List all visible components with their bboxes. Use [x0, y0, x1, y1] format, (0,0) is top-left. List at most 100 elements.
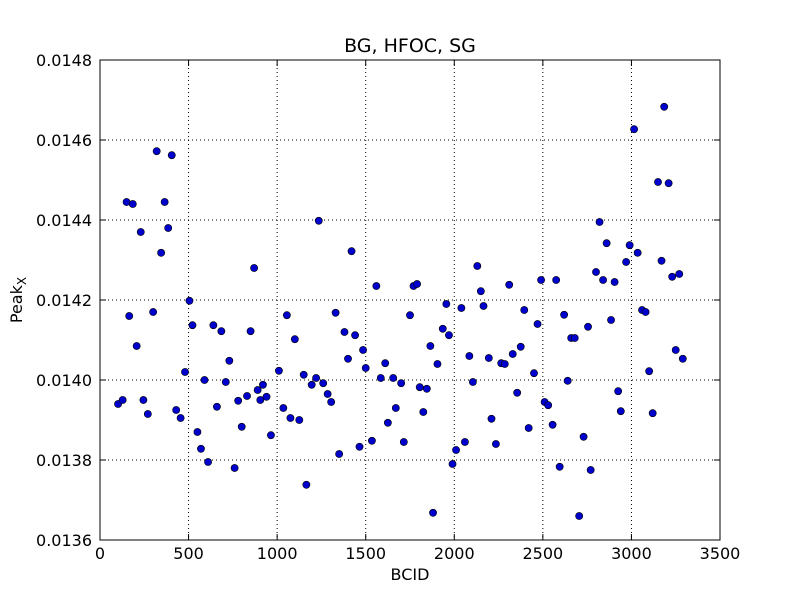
point-marker	[389, 374, 398, 382]
x-tick-label: 0	[95, 544, 105, 563]
data-point	[200, 376, 209, 384]
point-marker	[399, 438, 408, 446]
point-marker	[209, 321, 218, 330]
data-point	[314, 216, 323, 225]
data-point	[433, 360, 442, 368]
point-marker	[188, 321, 197, 330]
data-point	[275, 366, 283, 375]
data-point	[167, 151, 176, 160]
point-marker	[678, 354, 687, 363]
data-point	[508, 350, 517, 358]
data-point	[599, 276, 607, 284]
data-point	[602, 239, 611, 248]
data-point	[286, 414, 295, 422]
data-point	[114, 400, 122, 408]
point-marker	[448, 460, 457, 468]
data-point	[457, 304, 466, 312]
data-point	[290, 335, 299, 344]
point-marker	[164, 224, 173, 232]
data-point	[181, 368, 189, 376]
data-point	[530, 369, 538, 378]
point-marker	[319, 379, 328, 388]
data-point	[630, 125, 638, 134]
data-point	[422, 384, 431, 393]
point-marker	[347, 247, 356, 256]
point-marker	[381, 359, 390, 368]
data-point	[625, 241, 634, 250]
data-point	[225, 356, 234, 365]
data-point	[143, 410, 152, 418]
data-point	[552, 276, 561, 284]
data-point	[575, 512, 584, 520]
point-marker	[500, 360, 509, 368]
x-tick-label: 2000	[434, 544, 475, 563]
point-marker	[476, 287, 485, 296]
data-point	[476, 287, 485, 296]
point-marker	[143, 410, 152, 418]
point-marker	[286, 414, 295, 422]
data-point	[259, 380, 267, 389]
data-point	[648, 409, 657, 418]
point-marker	[479, 302, 488, 310]
axis-ticks	[99, 59, 721, 541]
data-point	[397, 379, 406, 388]
point-marker	[563, 376, 572, 385]
data-point	[160, 198, 169, 206]
data-point	[351, 331, 359, 340]
data-point	[331, 308, 340, 317]
point-marker	[560, 310, 569, 319]
data-point	[262, 392, 271, 401]
point-marker	[607, 316, 615, 324]
data-point	[221, 378, 230, 386]
data-point	[584, 322, 592, 331]
point-marker	[625, 241, 634, 250]
y-tick-label: 0.0146	[36, 131, 92, 150]
point-marker	[555, 462, 564, 471]
point-marker	[234, 396, 243, 405]
y-tick-label: 0.0142	[36, 291, 92, 310]
data-point	[213, 402, 221, 411]
point-marker	[419, 408, 428, 416]
x-tick-label: 1000	[257, 544, 298, 563]
data-points	[114, 102, 687, 520]
data-point	[479, 302, 488, 310]
y-axis-title-sub: X	[15, 277, 29, 285]
point-marker	[520, 306, 529, 314]
data-point	[654, 178, 662, 186]
point-marker	[671, 346, 680, 354]
point-marker	[457, 304, 466, 312]
data-point	[438, 324, 447, 333]
data-point	[524, 424, 533, 432]
data-point	[544, 401, 553, 410]
point-marker	[599, 276, 607, 284]
point-marker	[302, 480, 311, 489]
point-marker	[438, 324, 447, 333]
y-axis-title: PeakX	[7, 277, 29, 323]
point-marker	[465, 352, 474, 360]
data-point	[520, 306, 529, 314]
point-marker	[355, 442, 364, 451]
point-marker	[452, 446, 460, 454]
point-marker	[172, 406, 181, 414]
data-point	[419, 408, 428, 416]
data-point	[616, 407, 625, 416]
data-point	[675, 270, 684, 278]
data-point	[295, 416, 304, 424]
point-marker	[243, 392, 251, 400]
y-axis-title-main: Peak	[7, 284, 26, 323]
data-point	[176, 414, 185, 422]
data-point	[426, 342, 435, 350]
point-marker	[544, 401, 553, 410]
data-point	[312, 374, 321, 382]
data-point	[282, 311, 291, 320]
data-point	[468, 378, 477, 386]
data-point	[610, 278, 619, 286]
data-point	[139, 396, 148, 404]
point-marker	[584, 322, 592, 331]
point-marker	[290, 335, 299, 344]
point-marker	[533, 320, 542, 328]
point-marker	[461, 438, 469, 446]
data-point	[607, 316, 615, 324]
data-point	[595, 218, 604, 226]
data-point	[157, 248, 166, 257]
